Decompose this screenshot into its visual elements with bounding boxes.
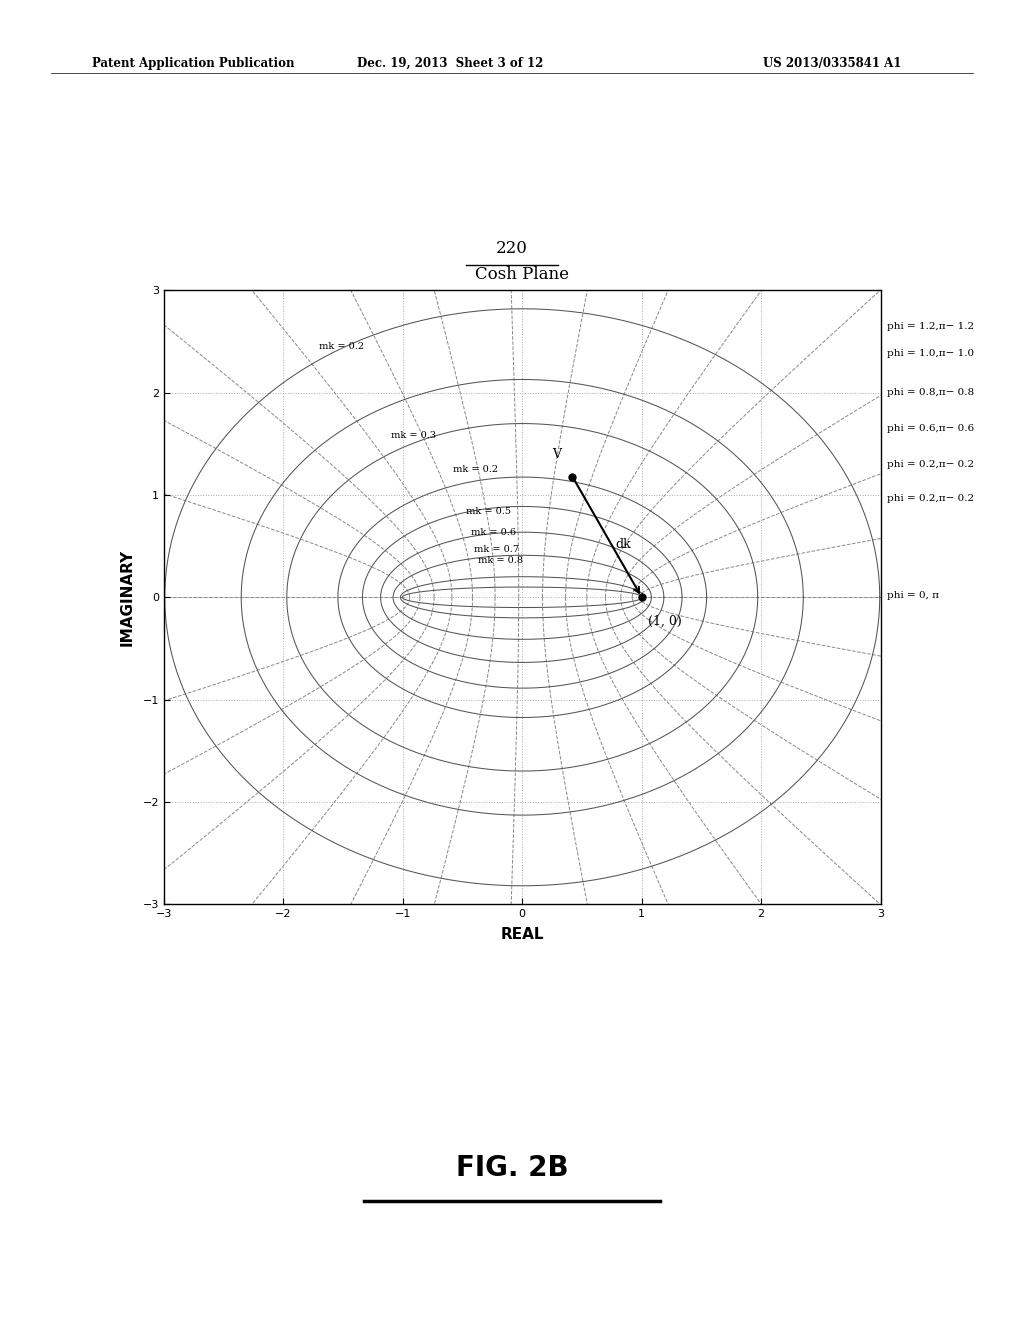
Text: Dec. 19, 2013  Sheet 3 of 12: Dec. 19, 2013 Sheet 3 of 12	[357, 57, 544, 70]
Text: phi = 0.8,π− 0.8: phi = 0.8,π− 0.8	[887, 388, 974, 397]
Text: dk: dk	[615, 537, 631, 550]
Title: Cosh Plane: Cosh Plane	[475, 267, 569, 284]
Text: phi = 0.2,π− 0.2: phi = 0.2,π− 0.2	[887, 459, 974, 469]
Text: Patent Application Publication: Patent Application Publication	[92, 57, 295, 70]
Text: phi = 0, π: phi = 0, π	[887, 591, 939, 599]
Text: phi = 0.6,π− 0.6: phi = 0.6,π− 0.6	[887, 424, 974, 433]
Text: FIG. 2B: FIG. 2B	[456, 1154, 568, 1183]
Text: mk = 0.6: mk = 0.6	[471, 528, 516, 537]
Text: phi = 0.2,π− 0.2: phi = 0.2,π− 0.2	[887, 494, 974, 503]
Text: V: V	[552, 449, 561, 461]
Text: mk = 0.8: mk = 0.8	[478, 556, 523, 565]
Text: mk = 0.2: mk = 0.2	[319, 342, 365, 351]
Text: US 2013/0335841 A1: US 2013/0335841 A1	[763, 57, 901, 70]
Text: mk = 0.2: mk = 0.2	[453, 465, 498, 474]
X-axis label: REAL: REAL	[501, 928, 544, 942]
Text: 220: 220	[496, 240, 528, 257]
Text: (1, 0): (1, 0)	[648, 615, 681, 628]
Text: mk = 0.7: mk = 0.7	[474, 545, 519, 553]
Text: mk = 0.3: mk = 0.3	[391, 432, 436, 440]
Text: phi = 1.0,π− 1.0: phi = 1.0,π− 1.0	[887, 350, 974, 358]
Y-axis label: IMAGINARY: IMAGINARY	[119, 549, 134, 645]
Text: mk = 0.5: mk = 0.5	[466, 507, 511, 516]
Text: phi = 1.2,π− 1.2: phi = 1.2,π− 1.2	[887, 322, 974, 331]
